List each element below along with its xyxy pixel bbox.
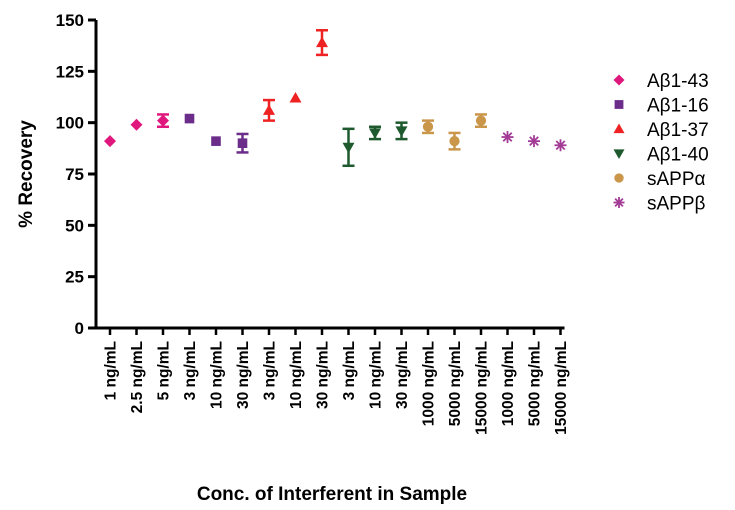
y-axis-title: % Recovery bbox=[16, 120, 37, 228]
legend-marker bbox=[614, 173, 624, 183]
y-tick-label: 25 bbox=[65, 268, 84, 287]
legend-label: Aβ1-37 bbox=[647, 120, 709, 141]
data-point bbox=[263, 104, 275, 115]
legend: Aβ1-43 Aβ1-16 Aβ1-37 Aβ1-40 sAPPα sAPPβ bbox=[613, 71, 709, 215]
data-point bbox=[316, 36, 328, 48]
x-tick-label: 15000 ng/mL bbox=[474, 341, 491, 435]
data-point bbox=[104, 135, 116, 148]
y-tick-label: 75 bbox=[65, 165, 84, 184]
x-tick-label: 10 ng/mL bbox=[368, 341, 385, 409]
legend-marker bbox=[613, 149, 625, 159]
data-point bbox=[501, 131, 514, 144]
legend-marker bbox=[613, 197, 625, 208]
y-tick-label: 150 bbox=[56, 11, 84, 30]
data-point bbox=[395, 126, 408, 137]
x-tick-label: 10 ng/mL bbox=[288, 341, 305, 409]
data-point bbox=[157, 114, 169, 127]
legend-label: sAPPβ bbox=[647, 194, 706, 215]
x-axis: 1 ng/mL 2.5 ng/mL 5 ng/mL 3 ng/mL 10 ng/mL 30… bbox=[94, 326, 570, 435]
legend-marker bbox=[613, 74, 625, 86]
legend-label: Aβ1-16 bbox=[647, 96, 709, 117]
legend-label: sAPPα bbox=[647, 169, 706, 190]
y-tick-label: 0 bbox=[75, 319, 84, 338]
x-tick-label: 2.5 ng/mL bbox=[129, 341, 146, 413]
x-tick-label: 15000 ng/mL bbox=[553, 341, 570, 435]
x-tick-label: 5000 ng/mL bbox=[447, 341, 464, 426]
data-point bbox=[211, 136, 221, 146]
y-tick-label: 50 bbox=[65, 216, 84, 235]
x-tick-label: 30 ng/mL bbox=[235, 341, 252, 409]
x-tick-label: 1000 ng/mL bbox=[421, 341, 438, 426]
x-tick-label: 30 ng/mL bbox=[394, 341, 411, 409]
legend-marker bbox=[614, 100, 624, 109]
data-point bbox=[449, 136, 460, 147]
legend-marker bbox=[613, 123, 625, 134]
data-point bbox=[554, 139, 567, 152]
plot-marks bbox=[104, 29, 567, 168]
data-point bbox=[237, 138, 248, 148]
legend-label: Aβ1-40 bbox=[647, 145, 709, 166]
data-point bbox=[528, 135, 540, 148]
x-tick-label: 10 ng/mL bbox=[209, 341, 226, 409]
y-tick-label: 125 bbox=[56, 62, 84, 81]
asterisk-stroke bbox=[614, 197, 624, 208]
data-point bbox=[130, 118, 143, 131]
data-point bbox=[369, 128, 381, 139]
x-tick-label: 3 ng/mL bbox=[262, 341, 279, 400]
x-tick-label: 3 ng/mL bbox=[182, 341, 199, 400]
x-tick-label: 5000 ng/mL bbox=[527, 341, 544, 426]
legend-label: Aβ1-43 bbox=[647, 71, 709, 92]
data-point bbox=[475, 115, 487, 126]
asterisk-stroke bbox=[529, 136, 539, 147]
data-point bbox=[184, 113, 195, 124]
data-point bbox=[422, 121, 434, 132]
asterisk-stroke bbox=[502, 132, 513, 142]
x-axis-title: Conc. of Interferent in Sample bbox=[197, 484, 467, 505]
x-tick-label: 3 ng/mL bbox=[341, 341, 358, 400]
x-tick-label: 30 ng/mL bbox=[315, 341, 332, 409]
asterisk-stroke bbox=[555, 140, 566, 151]
x-tick-label: 5 ng/mL bbox=[156, 341, 173, 400]
data-point bbox=[289, 92, 302, 103]
data-point bbox=[342, 142, 355, 154]
y-axis: 0 25 50 75 100 125 150 bbox=[56, 11, 98, 338]
x-tick-label: 1 ng/mL bbox=[103, 341, 120, 400]
y-tick-label: 100 bbox=[56, 114, 84, 133]
x-tick-label: 1000 ng/mL bbox=[500, 341, 517, 426]
